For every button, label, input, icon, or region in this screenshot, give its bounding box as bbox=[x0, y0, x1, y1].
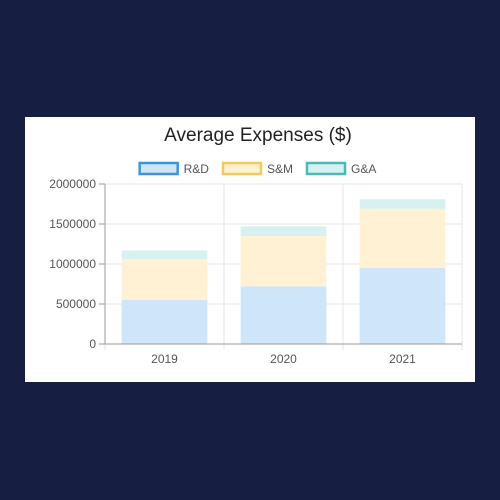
bar-segment[interactable] bbox=[240, 226, 327, 236]
bar-segment[interactable] bbox=[121, 300, 208, 344]
bar-segment[interactable] bbox=[240, 286, 327, 344]
expenses-chart: Average Expenses ($) R&D S&M G&A 0 500000 10… bbox=[49, 125, 463, 366]
legend-swatch bbox=[305, 161, 347, 176]
bar-segment[interactable] bbox=[359, 268, 446, 344]
chart-title: Average Expenses ($) bbox=[164, 125, 352, 146]
bar-segment[interactable] bbox=[121, 259, 208, 300]
y-tick-label: 0 bbox=[89, 337, 96, 351]
x-tick-label: 2020 bbox=[270, 352, 297, 366]
legend-swatch bbox=[221, 161, 263, 176]
chart-card: Average Expenses ($) R&D S&M G&A 0 500000 10… bbox=[25, 117, 475, 382]
legend-label: R&D bbox=[184, 162, 210, 176]
axes: 0 500000 1000000 1500000 2000000 2019 2020 2021 bbox=[49, 177, 462, 366]
legend: R&D S&M G&A bbox=[138, 161, 376, 176]
bar-segment[interactable] bbox=[121, 250, 208, 260]
bar-segment[interactable] bbox=[240, 236, 327, 287]
y-tick-label: 2000000 bbox=[49, 177, 96, 191]
x-tick-label: 2019 bbox=[151, 352, 178, 366]
legend-item[interactable]: S&M bbox=[221, 161, 293, 176]
bar-segment[interactable] bbox=[359, 199, 446, 209]
bar-segment[interactable] bbox=[359, 208, 446, 268]
y-tick-label: 1500000 bbox=[49, 217, 96, 231]
legend-item[interactable]: G&A bbox=[305, 161, 376, 176]
bars bbox=[121, 199, 446, 344]
legend-label: S&M bbox=[267, 162, 293, 176]
legend-swatch bbox=[138, 161, 179, 176]
legend-label: G&A bbox=[351, 162, 376, 176]
legend-item[interactable]: R&D bbox=[138, 161, 210, 176]
y-tick-label: 500000 bbox=[56, 297, 96, 311]
y-tick-label: 1000000 bbox=[49, 257, 96, 271]
x-tick-label: 2021 bbox=[389, 352, 416, 366]
